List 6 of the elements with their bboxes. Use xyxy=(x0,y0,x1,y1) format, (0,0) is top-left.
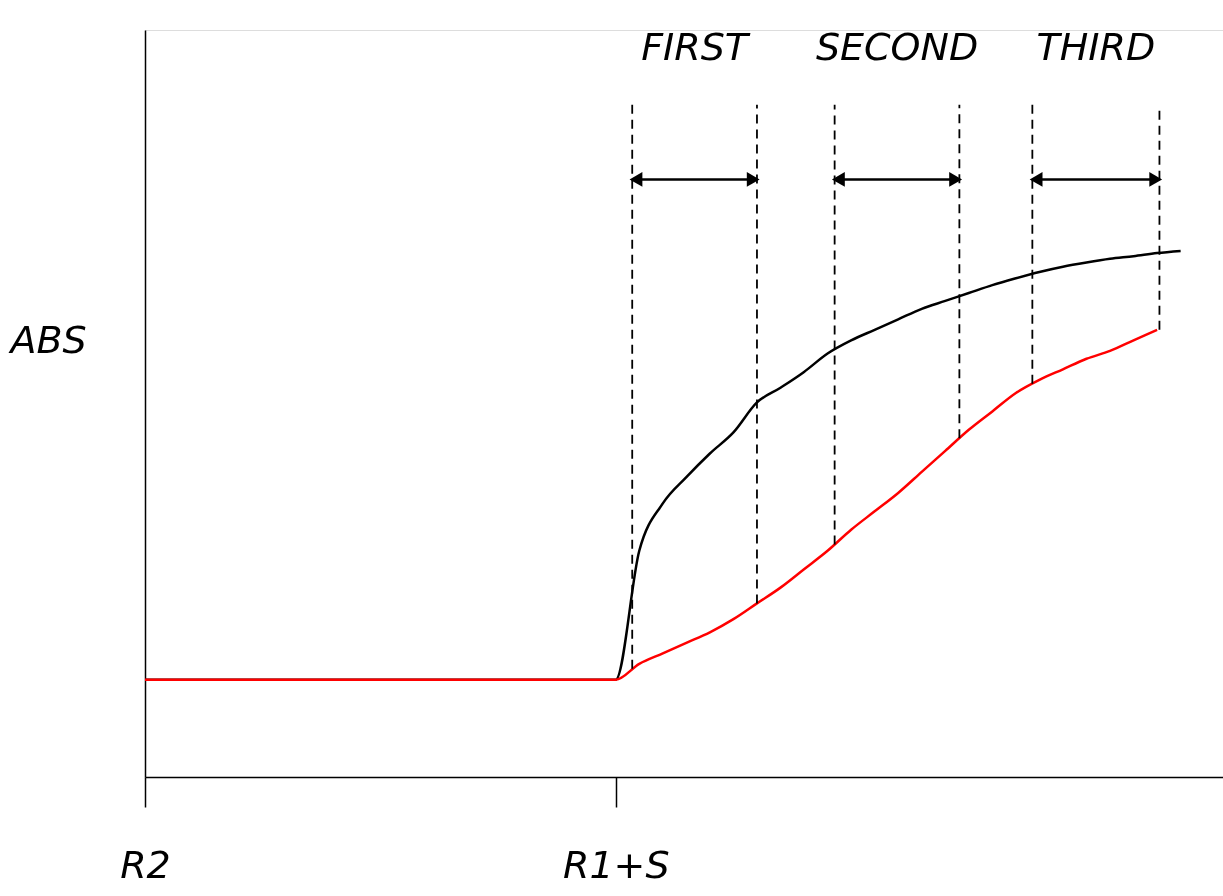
y-axis-title: ABS xyxy=(7,317,87,362)
text: THIRD xyxy=(1036,25,1156,69)
x-tick-label: R1+S xyxy=(562,842,670,887)
text: FIRST xyxy=(641,25,751,69)
x-tick-label: R2 xyxy=(120,842,171,887)
text: SECOND xyxy=(815,25,979,69)
